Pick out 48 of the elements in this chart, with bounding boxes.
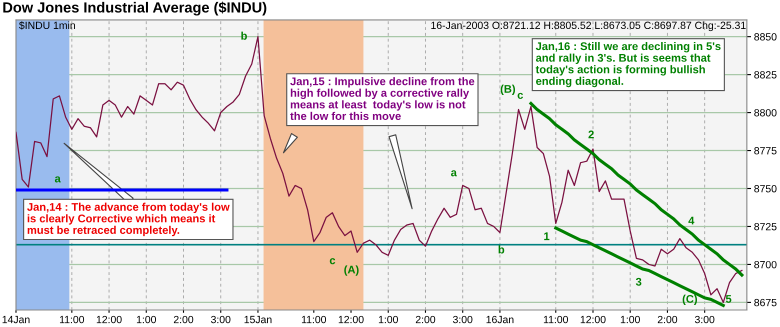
- y-tick-label: 8675: [754, 298, 777, 306]
- x-tick-label: 11:00: [544, 316, 568, 324]
- annotation: a: [54, 176, 61, 182]
- x-tick-label: 3:00: [210, 316, 230, 324]
- line-series: [554, 226, 725, 307]
- annotation: (C): [682, 294, 698, 306]
- x-tick-label: 3:00: [694, 316, 714, 324]
- x-tick-label: 12:00: [580, 316, 606, 324]
- chart-title: Dow Jones Industrial Average ($INDU): [3, 2, 266, 16]
- annotation: 4: [688, 216, 694, 224]
- x-tick-label: 11:00: [302, 316, 326, 324]
- x-tick-label: 11:00: [60, 316, 84, 324]
- annotation: 5: [726, 295, 732, 303]
- annotation: c: [518, 92, 524, 99]
- annotation: (B): [500, 84, 516, 96]
- x-tick-label: 12:00: [96, 316, 122, 324]
- y-tick-label: 8825: [754, 71, 777, 78]
- x-tick-label: 1:00: [378, 316, 398, 324]
- x-tick-label: 16Jan: [486, 316, 514, 324]
- annotation: c: [330, 258, 336, 264]
- y-tick-label: 8800: [754, 109, 777, 116]
- annotation: Jan,14 : The advance from today's low is clearly Corrective which means it must be retraced completely.: [27, 202, 230, 236]
- y-tick-label: 8775: [754, 147, 777, 154]
- annotation: 1: [544, 232, 550, 240]
- annotation: 3: [636, 278, 642, 286]
- annotation: a: [451, 170, 457, 176]
- y-tick-label: 8850: [754, 33, 777, 41]
- annotation: $INDU 1min: [19, 21, 75, 30]
- x-tick-label: 3:00: [452, 316, 472, 324]
- annotation: Jan,15 : Impulsive decline from the high followed by a corrective rally means at least today's low is not the low for this move: [290, 77, 474, 120]
- y-tick-label: 8700: [754, 260, 777, 268]
- annotation: Jan,16 : Still we are declining in 5's and rally in 3's. But is seems that today's action is forming bullish ending diagonal.: [536, 42, 721, 88]
- y-tick-label: 8750: [754, 185, 777, 192]
- annotation: b: [241, 32, 247, 40]
- chart-subtitle: 16-Jan-2003 O:8721.12 H:8805.52 L:8673.05 C:8697.87 Chg:-25.31: [431, 21, 746, 32]
- annotation: b: [498, 245, 504, 254]
- annotation: (A): [344, 265, 359, 276]
- line-series: [529, 102, 744, 277]
- x-tick-label: 2:00: [416, 316, 436, 324]
- x-tick-label: 2:00: [658, 316, 678, 324]
- x-tick-label: 1:00: [620, 316, 640, 324]
- y-tick-label: 8725: [754, 222, 777, 230]
- x-tick-label: 14Jan: [2, 316, 30, 324]
- x-tick-label: 12:00: [338, 316, 364, 324]
- x-tick-label: 15Jan: [244, 316, 272, 324]
- x-tick-label: 1:00: [136, 316, 156, 324]
- annotation: 2: [588, 130, 594, 138]
- x-tick-label: 2:00: [174, 316, 194, 324]
